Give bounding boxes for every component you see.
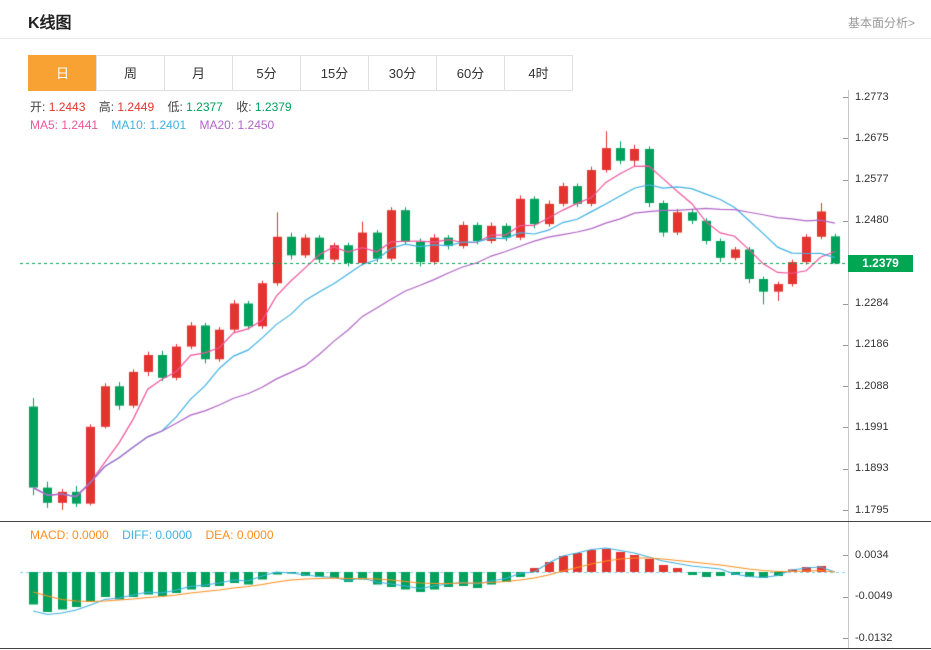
macd-label: MACD:	[30, 528, 69, 542]
dea-label: DEA:	[205, 528, 234, 542]
bottom-border	[0, 648, 931, 649]
diff-value: 0.0000	[155, 528, 193, 542]
macd-chart-canvas	[0, 522, 931, 648]
low-label: 低:	[167, 100, 183, 114]
dea-value: 0.0000	[236, 528, 274, 542]
tab-60min[interactable]: 60分	[436, 55, 505, 91]
ma-readout: MA5: 1.2441 MA10: 1.2401 MA20: 1.2450	[30, 118, 284, 132]
page-title: K线图	[28, 15, 72, 32]
open-label: 开:	[30, 100, 46, 114]
tab-week[interactable]: 周	[96, 55, 165, 91]
high-label: 高:	[98, 100, 115, 114]
ma5-value: 1.2441	[61, 118, 99, 132]
ma5-label: MA5:	[30, 118, 59, 132]
ma10-label: MA10:	[111, 118, 147, 132]
open-value: 1.2443	[48, 100, 86, 114]
ma20-value: 1.2450	[237, 118, 275, 132]
tab-5min[interactable]: 5分	[232, 55, 301, 91]
diff-label: DIFF:	[122, 528, 153, 542]
ohlc-readout: 开: 1.2443 高: 1.2449 低: 1.2377 收: 1.2379	[30, 98, 302, 115]
tab-4hour[interactable]: 4时	[504, 55, 573, 91]
close-value: 1.2379	[254, 100, 292, 114]
tab-30min[interactable]: 30分	[368, 55, 437, 91]
low-value: 1.2377	[186, 100, 223, 114]
close-label: 收:	[236, 100, 252, 114]
fundamental-analysis-link[interactable]: 基本面分析>	[847, 16, 915, 30]
macd-readout: MACD: 0.0000 DIFF: 0.0000 DEA: 0.0000	[30, 528, 284, 542]
kline-chart-canvas	[0, 90, 931, 522]
high-value: 1.2449	[117, 100, 155, 114]
price-axis-line	[848, 90, 849, 648]
header-divider	[0, 38, 931, 39]
tab-day[interactable]: 日	[28, 55, 97, 91]
ma20-label: MA20:	[199, 118, 235, 132]
macd-value: 0.0000	[72, 528, 109, 542]
tab-15min[interactable]: 15分	[300, 55, 369, 91]
ma10-value: 1.2401	[149, 118, 187, 132]
panel-separator	[0, 521, 931, 522]
tab-month[interactable]: 月	[164, 55, 233, 91]
timeframe-tabs: 日 周 月 5分 15分 30分 60分 4时	[28, 55, 573, 91]
current-price-badge: 1.2379	[848, 254, 913, 272]
